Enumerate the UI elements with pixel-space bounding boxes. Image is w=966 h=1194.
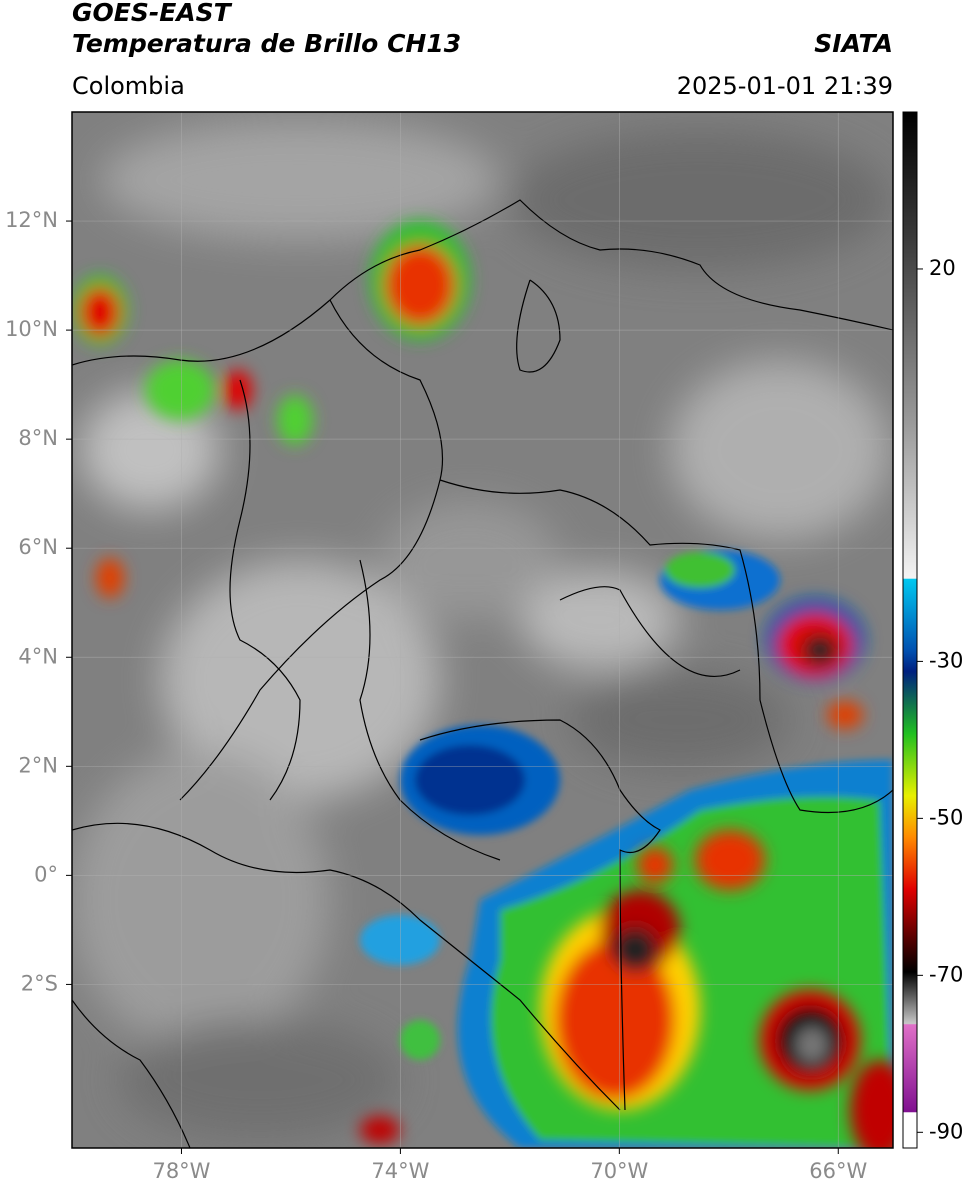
colorbar-tick-label: -70 — [929, 962, 963, 986]
y-tick-label: 2°N — [18, 753, 58, 777]
colorbar-tick-label: -30 — [929, 648, 963, 672]
title: GOES-EAST — [72, 0, 233, 27]
source: SIATA — [814, 29, 893, 58]
y-tick-label: 4°N — [18, 644, 58, 668]
y-tick-label: 8°N — [18, 426, 58, 450]
colorbar-tick-label: -50 — [929, 805, 963, 829]
x-tick-label: 66°W — [809, 1159, 867, 1183]
y-tick-label: 6°N — [18, 535, 58, 559]
y-tick-label: 2°S — [21, 971, 58, 995]
region: Colombia — [72, 72, 185, 100]
colorbar — [902, 111, 918, 1149]
x-tick-label: 70°W — [590, 1159, 648, 1183]
datetime: 2025-01-01 21:39 — [677, 72, 893, 100]
colorbar-tick-label: -90 — [929, 1119, 963, 1143]
colorbar-tick-label: 20 — [929, 256, 956, 280]
colorbar-ticks: 20 -30 -50 -70 -90 — [917, 256, 963, 1143]
x-tick-label: 74°W — [371, 1159, 429, 1183]
x-tick-label: 78°W — [152, 1159, 210, 1183]
y-tick-label: 0° — [34, 862, 58, 886]
y-tick-label: 10°N — [5, 317, 58, 341]
subtitle: Temperatura de Brillo CH13 — [72, 29, 461, 58]
satellite-image — [72, 112, 893, 1148]
map-frame — [71, 111, 894, 1149]
graticule — [72, 112, 893, 1148]
y-tick-label: 12°N — [5, 208, 58, 232]
